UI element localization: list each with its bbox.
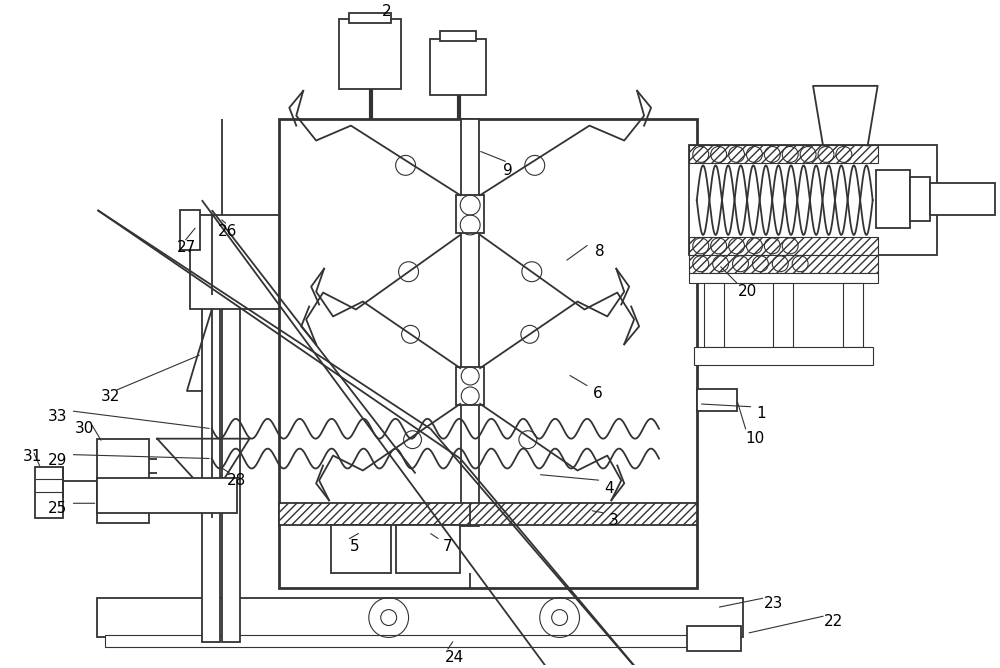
Bar [202,295,220,643]
Bar [456,367,484,405]
Bar [843,283,863,347]
Bar [430,39,486,95]
Text: 26: 26 [218,224,237,239]
Bar [222,295,240,643]
Bar [694,347,873,365]
Bar [339,19,401,89]
Bar [190,215,279,309]
Bar [97,598,743,637]
Text: 10: 10 [746,431,765,446]
Bar [461,119,479,526]
Bar [689,146,878,164]
Text: 5: 5 [350,538,360,554]
Bar [349,13,391,23]
Text: 28: 28 [227,473,246,488]
Text: 30: 30 [75,422,94,436]
Bar [279,119,697,588]
Text: 29: 29 [48,453,67,468]
Bar [396,525,460,573]
Text: 8: 8 [595,244,604,259]
Bar [180,210,200,250]
Bar [35,466,63,518]
Text: 2: 2 [382,4,392,19]
Bar [689,146,937,255]
Bar [689,237,878,255]
Bar [697,389,737,411]
Text: 7: 7 [443,538,452,554]
Bar [876,170,910,228]
Text: 23: 23 [764,596,783,611]
Text: 27: 27 [177,240,197,255]
Text: 4: 4 [605,481,614,496]
Text: 6: 6 [593,387,602,401]
Text: 25: 25 [48,501,67,516]
Bar [689,255,878,273]
Bar [97,439,149,523]
Text: 3: 3 [608,512,618,528]
Bar [773,283,793,347]
Bar [704,283,724,347]
Text: 1: 1 [757,406,766,422]
Bar [440,31,476,41]
Text: 33: 33 [48,409,67,424]
Text: 32: 32 [101,389,120,404]
Bar [97,478,237,513]
Bar [910,177,930,221]
Text: 22: 22 [824,614,844,629]
Text: 24: 24 [445,650,464,665]
Bar [687,625,741,651]
Bar [456,195,484,233]
Text: 20: 20 [738,284,757,299]
Text: 31: 31 [23,449,43,464]
Bar [105,635,736,647]
Bar [331,525,391,573]
Bar [689,273,878,283]
Bar [279,503,697,525]
Text: 9: 9 [503,163,513,178]
Bar [930,183,995,215]
